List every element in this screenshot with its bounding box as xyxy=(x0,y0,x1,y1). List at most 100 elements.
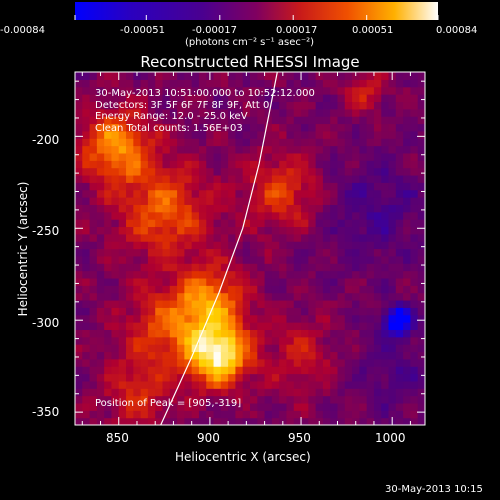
heatmap-cell xyxy=(147,263,156,272)
heatmap-cell xyxy=(271,197,280,205)
heatmap-cell xyxy=(264,285,273,294)
heatmap-cell xyxy=(133,285,142,294)
heatmap-cell xyxy=(293,410,302,419)
heatmap-cell xyxy=(140,101,149,110)
heatmap-cell xyxy=(191,366,200,375)
heatmap-cell xyxy=(264,101,273,110)
heatmap-cell xyxy=(228,248,237,257)
heatmap-cell xyxy=(191,167,200,176)
heatmap-cell xyxy=(242,336,251,345)
heatmap-cell xyxy=(301,174,309,183)
heatmap-cell xyxy=(293,329,302,338)
heatmap-cell xyxy=(286,167,295,176)
heatmap-cell xyxy=(162,255,171,264)
heatmap-cell xyxy=(96,344,105,353)
heatmap-cell xyxy=(293,402,302,411)
heatmap-cell xyxy=(264,219,273,228)
heatmap-cell xyxy=(344,263,353,272)
heatmap-cell xyxy=(388,182,397,191)
heatmap-cell xyxy=(96,248,105,257)
heatmap-cell xyxy=(147,226,156,235)
heatmap-cell xyxy=(366,402,375,411)
heatmap-cell xyxy=(82,248,91,257)
heatmap-cell xyxy=(213,373,222,382)
heatmap-cell xyxy=(301,152,309,161)
heatmap-cell xyxy=(133,138,142,147)
heatmap-cell xyxy=(315,189,324,198)
heatmap-cell xyxy=(293,322,302,330)
heatmap-cell xyxy=(184,373,193,382)
heatmap-cell xyxy=(118,108,127,117)
heatmap-cell xyxy=(271,182,280,191)
heatmap-cell xyxy=(271,189,280,198)
heatmap-cell xyxy=(344,152,353,161)
heatmap-cell xyxy=(344,145,353,154)
heatmap-cell xyxy=(235,366,244,375)
heatmap-cell xyxy=(96,138,105,147)
heatmap-cell xyxy=(301,219,309,228)
heatmap-cell xyxy=(344,248,353,257)
heatmap-cell xyxy=(75,94,83,103)
heatmap-cell xyxy=(89,138,98,147)
heatmap-cell xyxy=(220,197,229,205)
heatmap-cell xyxy=(417,174,425,183)
heatmap-cell xyxy=(147,351,156,360)
heatmap-cell xyxy=(169,336,178,345)
heatmap-cell xyxy=(344,101,353,110)
heatmap-cell xyxy=(271,79,280,88)
heatmap-cell xyxy=(162,108,171,117)
heatmap-cell xyxy=(242,366,251,375)
heatmap-cell xyxy=(271,366,280,375)
heatmap-cell xyxy=(184,219,193,228)
heatmap-cell xyxy=(133,152,142,161)
heatmap-cell xyxy=(242,182,251,191)
heatmap-cell xyxy=(242,329,251,338)
heatmap-cell xyxy=(177,174,185,183)
heatmap-cell xyxy=(286,255,295,264)
heatmap-cell xyxy=(286,123,295,132)
heatmap-cell xyxy=(257,174,266,183)
heatmap-cell xyxy=(366,299,375,308)
heatmap-cell xyxy=(184,211,193,220)
heatmap-cell xyxy=(206,388,215,397)
heatmap-cell xyxy=(89,123,98,132)
heatmap-cell xyxy=(126,417,134,425)
heatmap-cell xyxy=(206,138,215,147)
heatmap-cell xyxy=(403,145,412,154)
heatmap-cell xyxy=(206,123,215,132)
heatmap-cell xyxy=(271,263,280,272)
heatmap-cell xyxy=(301,277,309,286)
heatmap-cell xyxy=(235,285,244,294)
heatmap-cell xyxy=(330,72,339,80)
heatmap-cell xyxy=(366,380,375,389)
heatmap-cell xyxy=(410,351,419,360)
heatmap-cell xyxy=(206,358,215,367)
heatmap-cell xyxy=(286,72,295,80)
heatmap-cell xyxy=(271,292,280,301)
heatmap-cell xyxy=(89,130,98,139)
heatmap-cell xyxy=(147,322,156,330)
heatmap-cell xyxy=(89,233,98,242)
heatmap-cell xyxy=(89,351,98,360)
heatmap-cell xyxy=(213,270,222,279)
heatmap-cell xyxy=(308,160,317,169)
heatmap-cell xyxy=(75,123,83,132)
heatmap-cell xyxy=(96,299,105,308)
heatmap-cell xyxy=(250,402,258,411)
heatmap-cell xyxy=(410,79,419,88)
heatmap-cell xyxy=(198,329,207,338)
heatmap-cell xyxy=(301,211,309,220)
heatmap-cell xyxy=(322,211,331,220)
heatmap-cell xyxy=(322,285,331,294)
heatmap-cell xyxy=(286,138,295,147)
heatmap-cell xyxy=(147,270,156,279)
heatmap-cell xyxy=(213,351,222,360)
heatmap-cell xyxy=(271,108,280,117)
heatmap-cell xyxy=(104,101,113,110)
heatmap-cell xyxy=(235,329,244,338)
heatmap-cell xyxy=(140,197,149,205)
heatmap-cell xyxy=(206,101,215,110)
heatmap-cell xyxy=(322,410,331,419)
heatmap-cell xyxy=(388,395,397,404)
heatmap-cell xyxy=(147,410,156,419)
